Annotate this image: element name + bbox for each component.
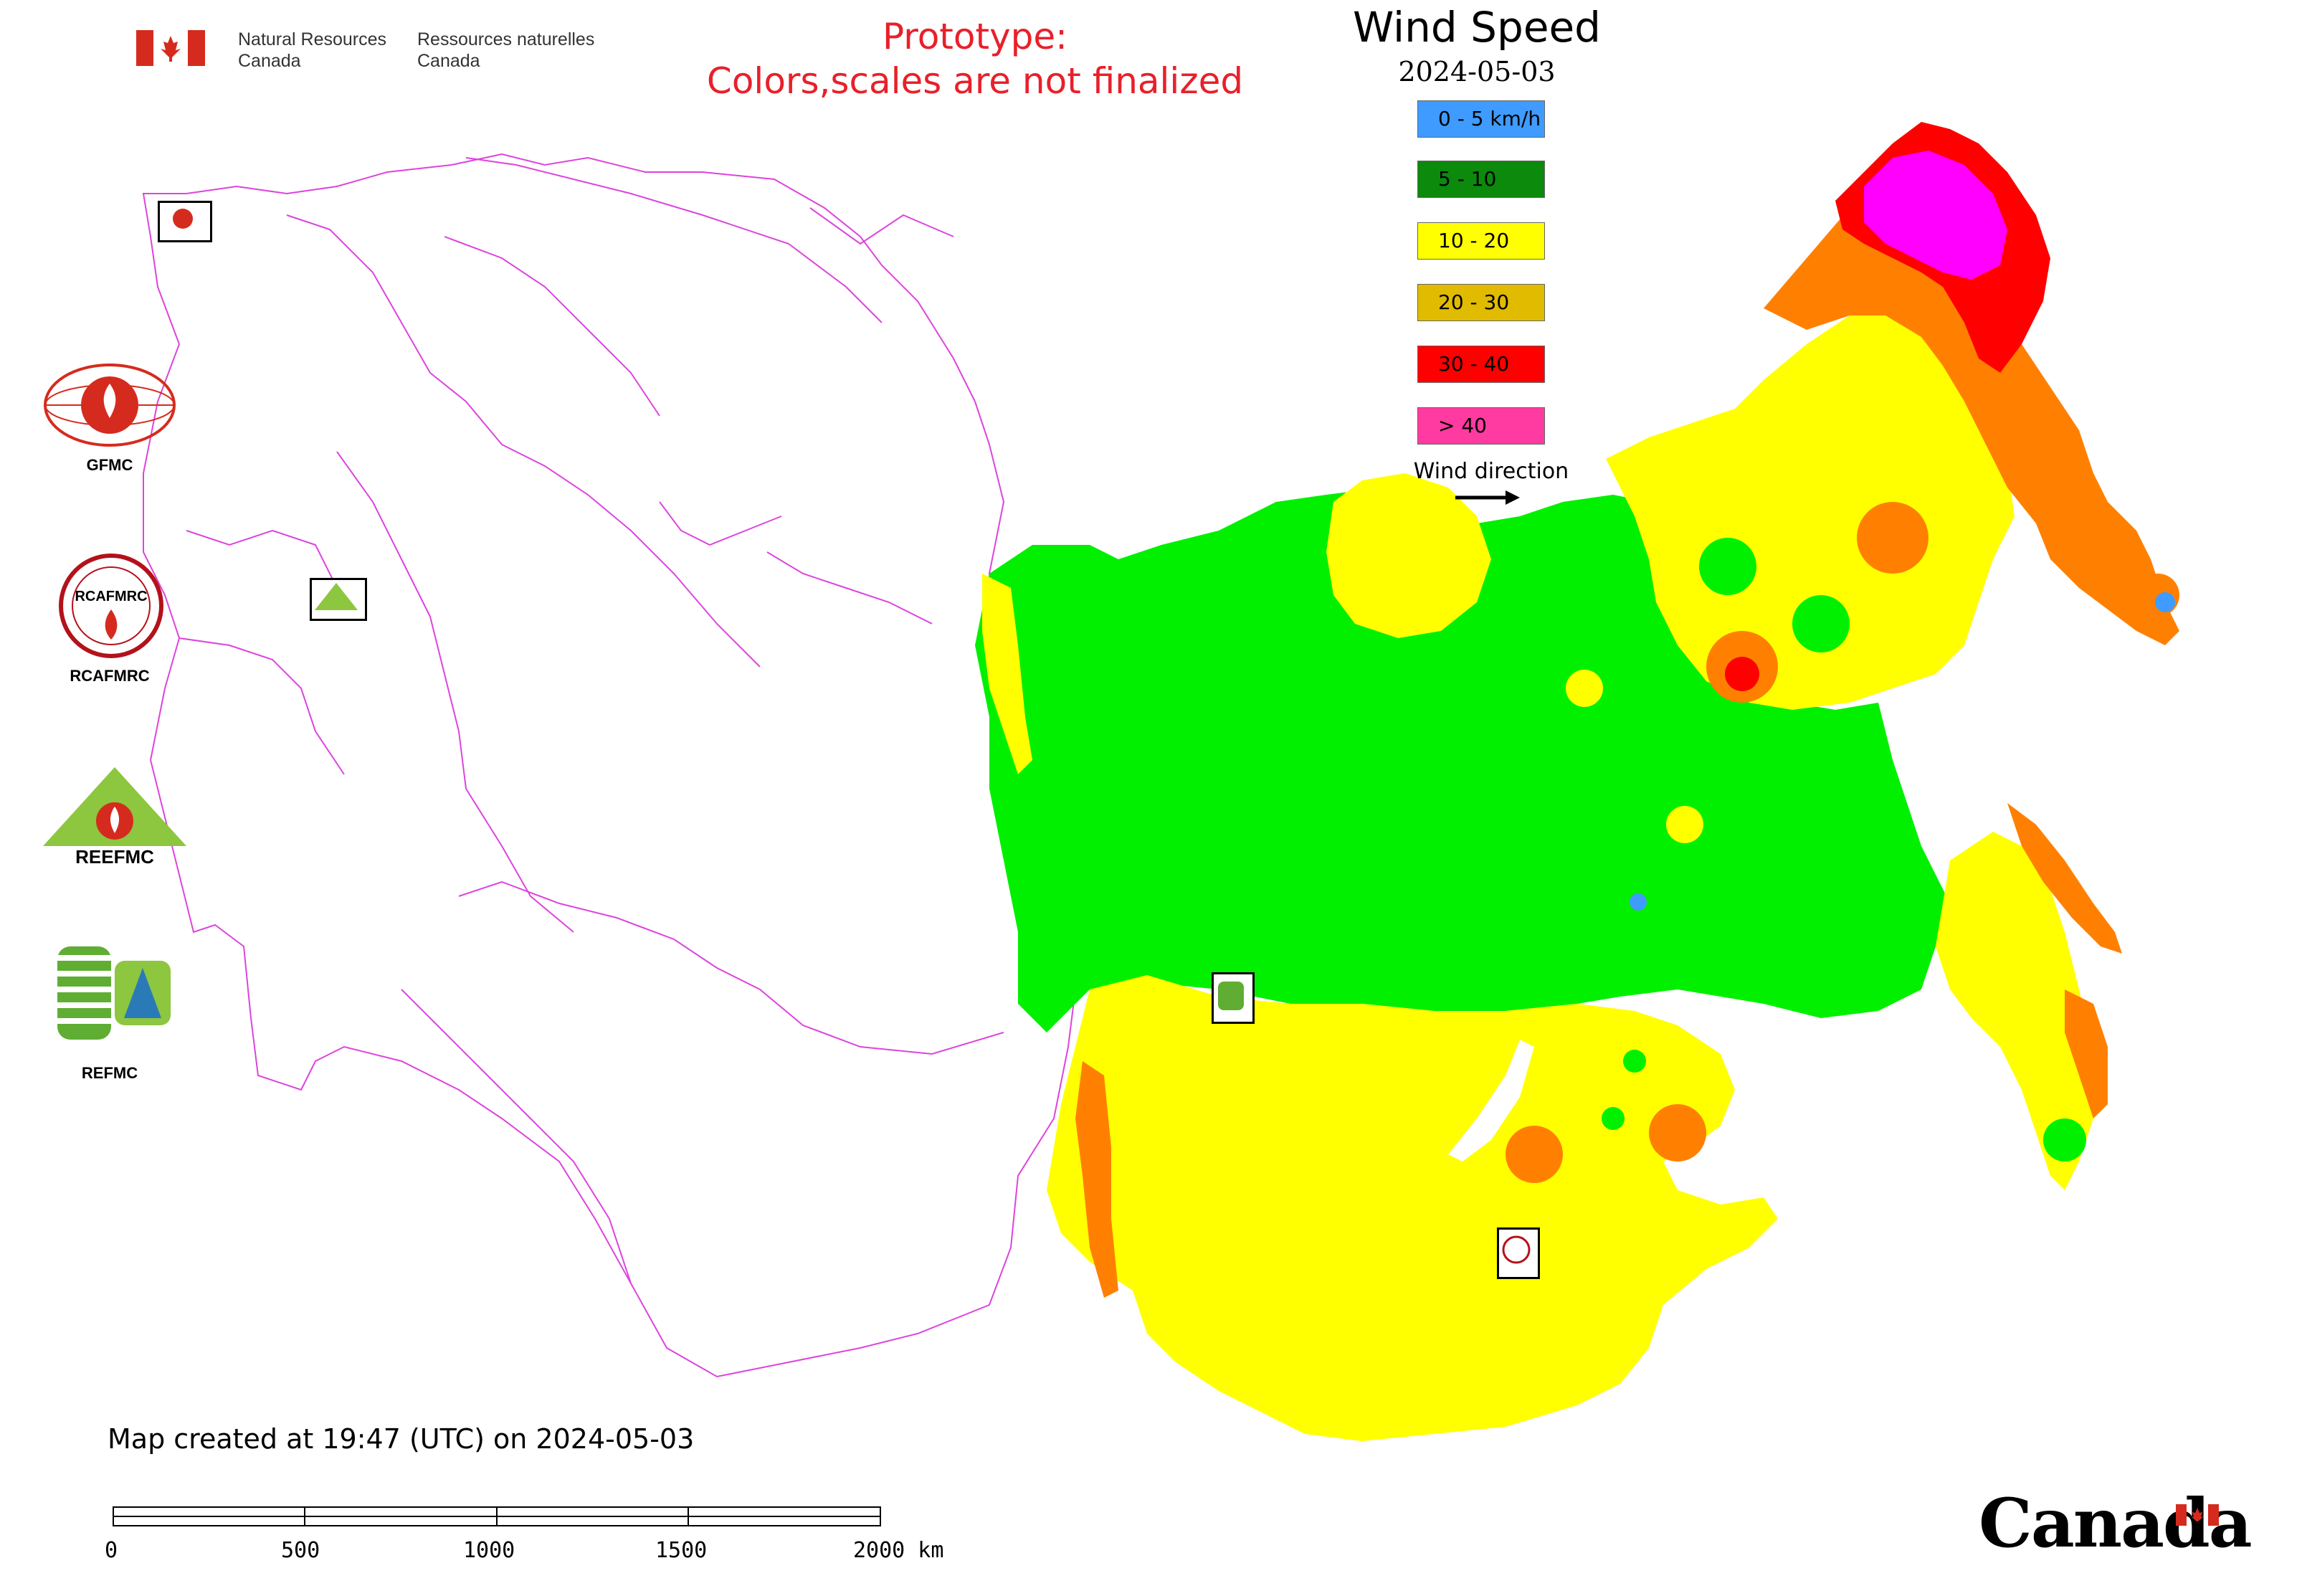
legend-class-10-20: 10 - 20	[1417, 222, 1545, 260]
spot-red-1	[1725, 657, 1759, 691]
wind-direction-label: Wind direction	[1413, 459, 1569, 484]
wind-direction-arrow	[1455, 490, 1520, 505]
spot-orange-4	[1649, 1104, 1706, 1162]
department-name-fr: Ressources naturelles Canada	[417, 29, 595, 71]
scale-tick-1000: 1000	[463, 1538, 515, 1563]
zone-yellow-north	[1326, 473, 1491, 638]
canada-flag-icon	[136, 30, 205, 66]
rcafmrc-logo-icon: RCAFMRC	[59, 554, 163, 658]
spot-blue-2	[2155, 592, 2175, 612]
refmc-logo-icon	[57, 946, 171, 1040]
spot-green-1	[1699, 538, 1756, 595]
spot-green-3	[1602, 1107, 1625, 1130]
zone-magenta-northeast	[1864, 151, 2007, 280]
refmc-label: REFMC	[81, 1064, 138, 1082]
gfmc-map-marker	[158, 201, 212, 242]
spot-orange-3	[1506, 1126, 1563, 1183]
legend-class-over-40: > 40	[1417, 407, 1545, 445]
scale-tick-2000: 2000 km	[853, 1538, 944, 1563]
spot-yellow-2	[1566, 670, 1603, 707]
zone-yellow-west-strip	[982, 574, 1032, 774]
legend-date: 2024-05-03	[1398, 56, 1556, 87]
department-name-en: Natural Resources Canada	[238, 29, 387, 71]
prototype-notice: Prototype: Colors,scales are not finaliz…	[706, 16, 1244, 102]
spot-orange-5	[2136, 574, 2179, 617]
scale-tick-1500: 1500	[655, 1538, 708, 1563]
zone-yellow-east	[1606, 301, 2015, 710]
spot-green-2	[1792, 595, 1850, 652]
spot-orange-2	[1857, 502, 1928, 574]
spot-blue-1	[1630, 893, 1647, 911]
gfmc-label: GFMC	[86, 456, 133, 474]
canada-wordmark: Canada	[1979, 1484, 2253, 1563]
zone-green	[975, 488, 1950, 1032]
legend-class-30-40: 30 - 40	[1417, 346, 1545, 383]
reefmc-logo-text: REEFMC	[75, 846, 154, 868]
gfmc-marker-icon	[173, 209, 193, 229]
legend-class-0-5: 0 - 5 km/h	[1417, 100, 1545, 138]
legend-class-5-10: 5 - 10	[1417, 161, 1545, 198]
arctic-islands	[465, 157, 933, 624]
scale-tick-0: 0	[105, 1538, 118, 1563]
lake-baikal	[1448, 1040, 1534, 1162]
refmc-marker-icon	[1218, 982, 1244, 1010]
rcafmrc-marker-icon	[1502, 1235, 1531, 1264]
scale-tick-500: 500	[281, 1538, 320, 1563]
zone-orange-northeast	[1764, 194, 2179, 645]
refmc-map-marker	[1212, 972, 1255, 1024]
canada-wordmark-flag-icon	[2176, 1504, 2219, 1526]
spot-green-4	[1623, 1050, 1646, 1073]
rcafmrc-logo-text: RCAFMRC	[75, 589, 147, 604]
rcafmrc-label: RCAFMRC	[70, 667, 150, 685]
legend-title: Wind Speed	[1352, 3, 1602, 52]
reefmc-marker-icon	[315, 583, 358, 610]
spot-green-5	[2043, 1118, 2086, 1162]
reefmc-logo-icon: REEFMC	[43, 767, 186, 868]
scale-bar	[113, 1506, 881, 1526]
zone-orange-southeast	[2065, 989, 2108, 1118]
rcafmrc-map-marker	[1497, 1227, 1540, 1279]
zone-yellow-south	[1047, 975, 1778, 1441]
country-boundaries	[142, 153, 1077, 1378]
zone-orange-sakhalin	[2007, 803, 2122, 954]
map-created-timestamp: Map created at 19:47 (UTC) on 2024-05-03	[108, 1423, 695, 1455]
zone-yellow-southeast	[1936, 832, 2093, 1190]
reefmc-map-marker	[310, 578, 367, 621]
legend-class-20-30: 20 - 30	[1417, 284, 1545, 321]
zone-orange-west	[1075, 1061, 1118, 1298]
spot-yellow-1	[1666, 806, 1703, 843]
gfmc-logo-icon	[44, 364, 176, 447]
